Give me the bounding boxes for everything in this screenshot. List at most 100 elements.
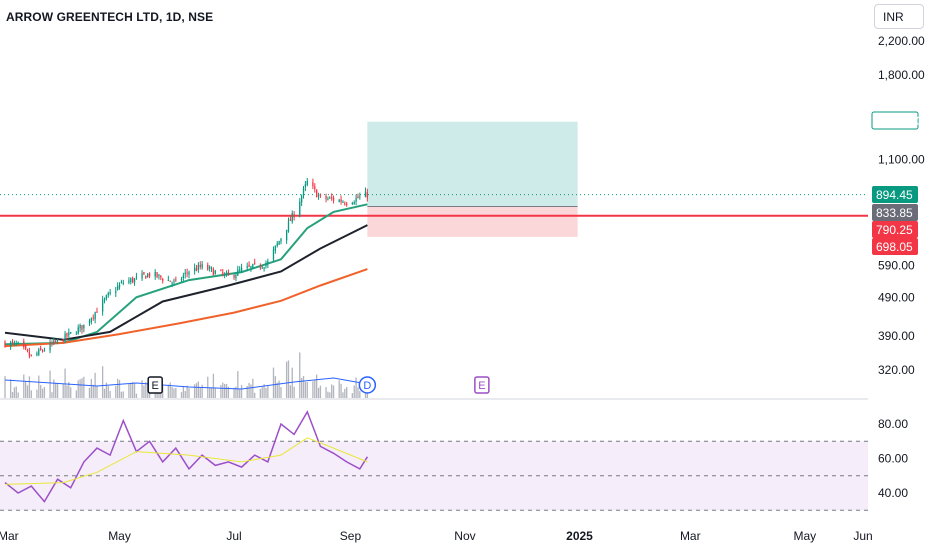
candle-body <box>306 181 308 185</box>
volume-bar <box>109 390 111 398</box>
volume-bar <box>118 379 121 398</box>
volume-bar <box>66 385 68 398</box>
volume-bar <box>132 381 134 398</box>
price-tag-label: 894.45 <box>876 188 913 202</box>
price-tick-label: 320.00 <box>878 363 915 377</box>
candle-body <box>327 198 329 200</box>
candle-body <box>68 332 70 336</box>
candle-body <box>135 276 138 278</box>
volume-bar <box>252 378 254 398</box>
price-tag-stop <box>872 238 918 255</box>
candle-body <box>162 278 164 281</box>
time-tick-label: Nov <box>454 529 475 543</box>
indicator-lines-layer <box>4 203 369 503</box>
volume-bar <box>344 388 346 398</box>
volume-bar <box>195 383 198 398</box>
volume-bar <box>338 380 340 398</box>
candle-body <box>30 354 32 356</box>
candle-body <box>175 279 177 281</box>
volume-bar <box>289 385 292 398</box>
candle-body <box>259 265 261 268</box>
candle-body <box>64 333 66 343</box>
volume-bar <box>210 387 213 398</box>
candle-body <box>147 273 149 278</box>
price-tag-line <box>872 221 918 238</box>
candle-body <box>329 197 331 199</box>
candle-body <box>92 317 94 319</box>
candle-body <box>66 333 68 337</box>
volume-bar <box>184 390 186 398</box>
candle-body <box>96 311 98 313</box>
volume-bar <box>103 388 106 398</box>
volume-bar <box>250 384 252 398</box>
volume-layer <box>4 352 369 398</box>
volume-bar <box>254 392 256 398</box>
candle-body <box>225 272 228 274</box>
candle-body <box>156 272 158 278</box>
volume-bar <box>214 387 216 398</box>
candles-layer <box>4 178 369 359</box>
candle-body <box>342 201 344 203</box>
candle-body <box>207 264 209 270</box>
candle-body <box>278 241 280 245</box>
candle-body <box>188 271 190 275</box>
volume-bar <box>79 379 81 398</box>
volume-bar <box>302 376 305 398</box>
candle-body <box>132 277 134 283</box>
ema-fast-line <box>4 203 368 346</box>
volume-bar <box>4 376 6 398</box>
volume-bar <box>312 381 314 398</box>
candle-body <box>122 282 124 284</box>
volume-bar <box>263 384 265 398</box>
candle-body <box>346 203 348 205</box>
volume-bar <box>259 388 261 398</box>
candle-body <box>180 279 183 281</box>
volume-bar <box>274 376 277 398</box>
candle-body <box>90 318 93 323</box>
time-tick-label: Mar <box>0 529 19 543</box>
volume-bar <box>201 384 203 398</box>
currency-selector[interactable]: INR <box>874 4 924 29</box>
candle-body <box>9 342 12 347</box>
volume-bar <box>327 391 329 398</box>
price-tag-label: 1,370.80 <box>876 114 923 128</box>
symbol-title[interactable]: ARROW GREENTECH LTD, 1D, NSE <box>6 10 214 24</box>
price-axis[interactable]: 320.00 390.00 490.00 590.00 1,100.00 1,800.00… <box>878 34 925 500</box>
candle-body <box>224 273 226 276</box>
volume-bar <box>51 392 53 398</box>
candle-body <box>199 264 201 268</box>
time-tick-label: 2025 <box>566 529 593 543</box>
time-tick-label: Jun <box>853 529 872 543</box>
candle-body <box>26 349 29 352</box>
price-tags-layer: 1,370.80 894.45 833.85 790.25 698.05 <box>871 111 923 255</box>
volume-bar <box>130 382 132 398</box>
volume-bar <box>81 378 83 398</box>
volume-bar <box>227 386 230 398</box>
candle-body <box>56 339 59 341</box>
candle-body <box>115 291 117 293</box>
volume-bar <box>299 352 301 398</box>
position-tool[interactable] <box>0 121 868 237</box>
candle-body <box>105 295 108 299</box>
time-axis[interactable]: Mar May Jul Sep Nov 2025 Mar May Jun <box>0 529 873 543</box>
volume-bar <box>9 379 12 398</box>
volume-bar <box>23 374 25 398</box>
candle-body <box>158 274 160 276</box>
candle-body <box>227 271 230 276</box>
volume-bar <box>193 384 196 398</box>
volume-bar <box>319 385 322 398</box>
candle-body <box>167 279 169 281</box>
volume-bar <box>175 387 177 398</box>
candle-body <box>280 238 282 242</box>
candle-body <box>208 266 211 269</box>
volume-bar <box>116 378 119 398</box>
candle-body <box>293 214 295 218</box>
volume-bar <box>96 385 98 398</box>
event-marker-label: E <box>478 380 485 392</box>
volume-bar <box>122 391 124 398</box>
candle-body <box>43 350 46 352</box>
candle-body <box>141 273 143 279</box>
volume-bar <box>77 380 79 398</box>
volume-bar <box>40 385 42 398</box>
